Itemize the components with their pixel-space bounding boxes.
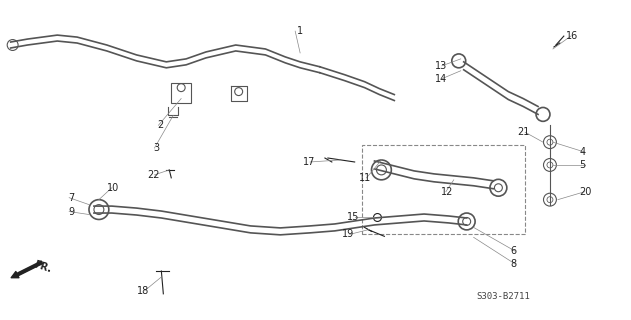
Text: 17: 17 (303, 157, 315, 167)
Text: 7: 7 (68, 193, 74, 203)
Text: 3: 3 (153, 143, 160, 153)
Text: 14: 14 (435, 74, 447, 84)
Text: 1: 1 (297, 26, 304, 36)
Text: 9: 9 (68, 206, 74, 217)
Text: 13: 13 (435, 61, 447, 71)
Text: 8: 8 (510, 259, 516, 269)
Text: 18: 18 (137, 286, 150, 296)
Text: 6: 6 (510, 246, 516, 256)
Text: 11: 11 (359, 173, 372, 183)
Text: 2: 2 (157, 120, 163, 130)
Text: 20: 20 (580, 187, 592, 197)
Text: 15: 15 (347, 212, 360, 222)
Text: 21: 21 (518, 127, 530, 137)
Text: 10: 10 (107, 183, 119, 193)
Text: S303-B2711: S303-B2711 (476, 292, 530, 301)
Text: 12: 12 (441, 187, 453, 197)
Text: 22: 22 (147, 170, 160, 180)
Text: 5: 5 (580, 160, 586, 170)
Text: 19: 19 (343, 229, 355, 239)
Text: 16: 16 (566, 31, 578, 41)
Text: FR.: FR. (32, 260, 52, 275)
Text: 4: 4 (580, 147, 586, 157)
Bar (362, 145, 525, 234)
